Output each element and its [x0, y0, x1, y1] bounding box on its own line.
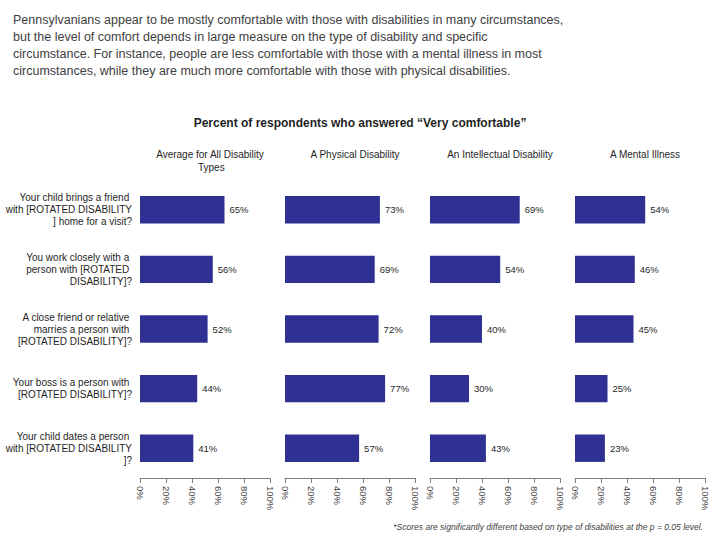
svg-text:100%: 100%: [265, 486, 276, 511]
svg-text:80%: 80%: [384, 486, 395, 506]
svg-text:A close friend or relative: A close friend or relative: [23, 312, 133, 323]
svg-text:0%: 0%: [280, 486, 291, 500]
svg-text:circumstance. For instance, pe: circumstance. For instance, people are l…: [13, 47, 545, 61]
svg-text:60%: 60%: [358, 486, 369, 506]
svg-text:[ROTATED DISABILITY]?: [ROTATED DISABILITY]?: [18, 389, 133, 400]
svg-text:An Intellectual Disability: An Intellectual Disability: [447, 149, 553, 160]
svg-text:54%: 54%: [650, 204, 670, 215]
svg-text:73%: 73%: [385, 204, 405, 215]
svg-text:[ROTATED DISABILITY]?: [ROTATED DISABILITY]?: [18, 336, 133, 347]
svg-text:60%: 60%: [503, 486, 514, 506]
svg-text:44%: 44%: [202, 383, 222, 394]
svg-text:45%: 45%: [639, 324, 659, 335]
svg-text:25%: 25%: [613, 383, 633, 394]
svg-text:marries a person with: marries a person with: [34, 324, 132, 335]
svg-text:20%: 20%: [596, 486, 607, 506]
svg-text:40%: 40%: [622, 486, 633, 506]
svg-text:40%: 40%: [477, 486, 488, 506]
svg-text:20%: 20%: [306, 486, 317, 506]
svg-text:20%: 20%: [451, 486, 462, 506]
svg-text:circumstances, while they are: circumstances, while they are much more …: [13, 64, 510, 78]
svg-text:0%: 0%: [425, 486, 436, 500]
svg-text:80%: 80%: [529, 486, 540, 506]
svg-text:43%: 43%: [491, 443, 511, 454]
svg-text:72%: 72%: [384, 324, 404, 335]
svg-text:but the level of comfort depen: but the level of comfort depends in larg…: [13, 30, 491, 44]
svg-text:57%: 57%: [364, 443, 384, 454]
svg-text:A Physical Disability: A Physical Disability: [311, 149, 400, 160]
svg-text:You work closely with a: You work closely with a: [26, 252, 132, 263]
svg-text:80%: 80%: [674, 486, 685, 506]
svg-text:100%: 100%: [700, 486, 711, 511]
svg-text:54%: 54%: [505, 264, 525, 275]
svg-text:A Mental Illness: A Mental Illness: [610, 149, 680, 160]
svg-text:30%: 30%: [474, 383, 494, 394]
svg-text:person with [ROTATED: person with [ROTATED: [26, 264, 132, 275]
svg-text:65%: 65%: [230, 204, 250, 215]
svg-text:40%: 40%: [487, 324, 507, 335]
svg-text:56%: 56%: [218, 264, 238, 275]
svg-text:77%: 77%: [390, 383, 410, 394]
svg-text:40%: 40%: [332, 486, 343, 506]
svg-text:0%: 0%: [135, 486, 146, 500]
svg-text:100%: 100%: [555, 486, 566, 511]
svg-text:Types: Types: [195, 162, 224, 173]
svg-text:41%: 41%: [198, 443, 218, 454]
svg-text:Average for All Disability: Average for All Disability: [156, 149, 264, 160]
svg-text:Percent of respondents who ans: Percent of respondents who answered “Ver…: [194, 116, 527, 130]
svg-text:Your boss is a person with: Your boss is a person with: [13, 377, 132, 388]
svg-text:with [ROTATED DISABILITY: with [ROTATED DISABILITY: [5, 443, 133, 454]
svg-text:46%: 46%: [640, 264, 660, 275]
svg-text:69%: 69%: [525, 204, 545, 215]
svg-text:0%: 0%: [570, 486, 581, 500]
svg-text:DISABILITY]?: DISABILITY]?: [70, 276, 133, 287]
svg-text:*Scores are significantly diff: *Scores are significantly different base…: [393, 522, 703, 532]
svg-text:60%: 60%: [648, 486, 659, 506]
svg-text:40%: 40%: [187, 486, 198, 506]
svg-text:Pennsylvanians appear to be mo: Pennsylvanians appear to be mostly comfo…: [13, 13, 567, 27]
svg-text:23%: 23%: [610, 443, 630, 454]
svg-text:20%: 20%: [161, 486, 172, 506]
svg-text:with [ROTATED DISABILITY: with [ROTATED DISABILITY: [5, 204, 133, 215]
svg-text:80%: 80%: [239, 486, 250, 506]
svg-text:100%: 100%: [410, 486, 421, 511]
svg-text:69%: 69%: [380, 264, 400, 275]
svg-text:52%: 52%: [213, 324, 233, 335]
svg-text:]?: ]?: [124, 455, 133, 466]
svg-text:] home for a visit?: ] home for a visit?: [53, 216, 132, 227]
svg-text:Your child brings a friend: Your child brings a friend: [20, 192, 132, 203]
svg-text:Your child dates a person: Your child dates a person: [17, 431, 132, 442]
svg-text:60%: 60%: [213, 486, 224, 506]
